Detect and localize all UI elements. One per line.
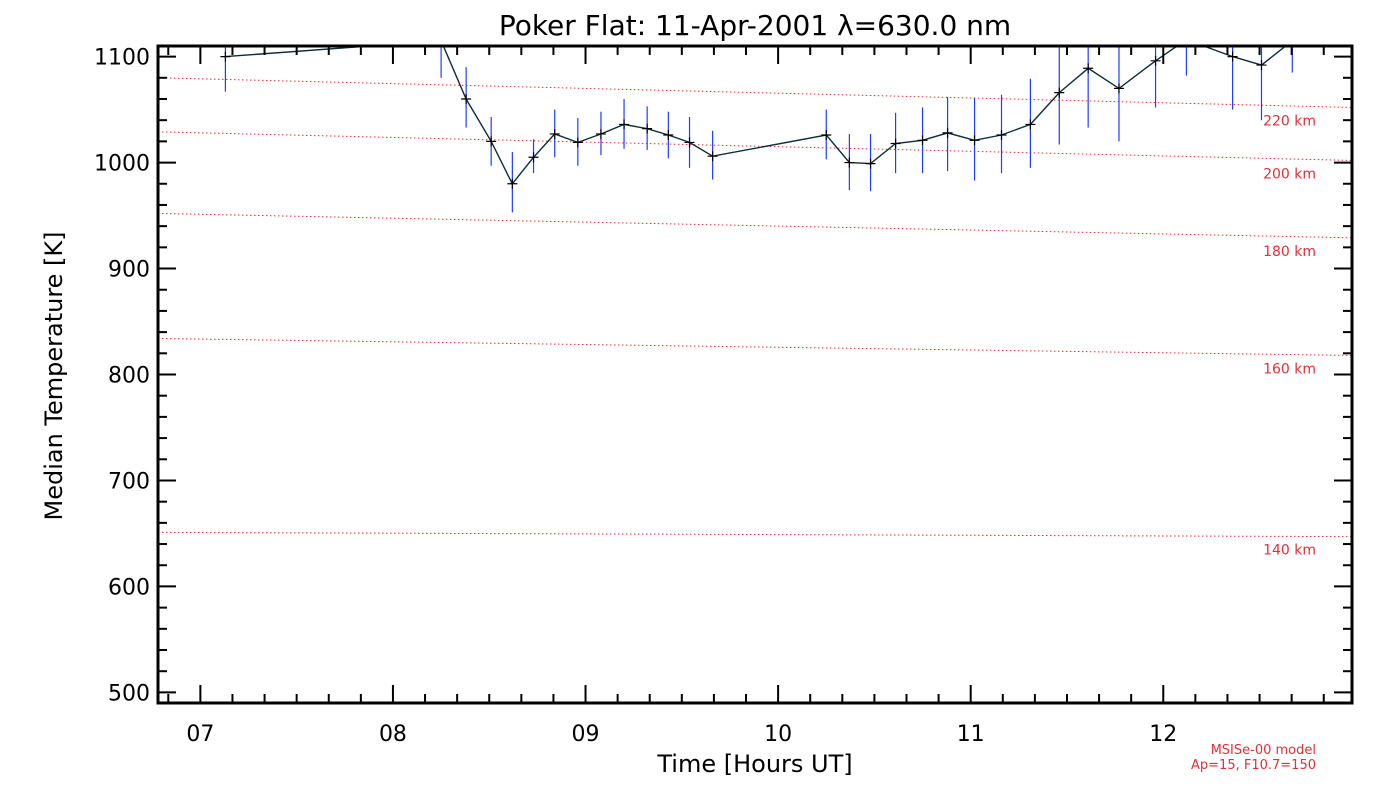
data-point	[528, 152, 539, 163]
x-tick-label: 07	[186, 722, 214, 747]
data-point	[595, 128, 606, 139]
data-point	[1083, 63, 1094, 74]
x-tick-label: 12	[1149, 722, 1177, 747]
model-altitude-lines	[158, 77, 1352, 538]
data-point	[1113, 83, 1124, 94]
x-tick-label: 09	[572, 722, 600, 747]
model-line-label: 180 km	[1263, 244, 1316, 260]
data-point	[572, 137, 583, 148]
data-point	[486, 136, 497, 147]
data-point	[890, 138, 901, 149]
model-line-140-km	[158, 531, 1352, 538]
model-note-line: MSISe-00 model	[1211, 743, 1316, 758]
x-tick-label: 11	[957, 722, 985, 747]
data-point	[461, 93, 472, 104]
data-series	[220, 35, 1297, 189]
x-tick-label: 10	[764, 722, 792, 747]
x-tick-label: 08	[379, 722, 407, 747]
y-tick-label: 700	[108, 469, 150, 494]
y-tick-label: 500	[108, 681, 150, 706]
axis-tick-labels: 07 08 09 10 11 12 500 600 700 800 900 1000 1100	[94, 46, 1177, 747]
data-point	[507, 178, 518, 189]
data-point	[663, 130, 674, 141]
y-tick-label: 600	[108, 575, 150, 600]
axis-ticks	[158, 46, 1352, 703]
series-line	[225, 46, 1287, 186]
data-point	[1054, 87, 1065, 98]
data-point	[220, 51, 231, 62]
data-point	[821, 130, 832, 141]
y-tick-label: 1100	[94, 46, 150, 71]
model-note-line: Ap=15, F10.7=150	[1191, 758, 1316, 773]
data-point	[436, 36, 446, 46]
data-point	[1025, 119, 1036, 130]
chart-title: Poker Flat: 11-Apr-2001 λ=630.0 nm	[499, 9, 1011, 42]
data-point	[969, 135, 980, 146]
model-line-160-km	[158, 337, 1352, 356]
data-point	[1227, 51, 1238, 62]
model-line-label: 220 km	[1263, 113, 1316, 129]
data-point	[996, 130, 1007, 141]
model-line-label: 200 km	[1263, 166, 1316, 182]
data-point	[684, 137, 695, 148]
model-line-180-km	[158, 212, 1352, 239]
plot-axes	[156, 44, 1354, 705]
data-point	[619, 119, 630, 130]
y-tick-label: 800	[108, 364, 150, 389]
model-line-label: 140 km	[1263, 543, 1316, 559]
data-point	[1256, 60, 1267, 71]
y-tick-label: 900	[108, 258, 150, 283]
data-point	[942, 127, 953, 138]
data-point	[917, 135, 928, 146]
data-point	[1150, 55, 1161, 66]
y-axis-label: Median Temperature [K]	[40, 231, 68, 520]
model-altitude-labels: 140 km 160 km 180 km 200 km 220 km	[1263, 113, 1316, 558]
data-point	[707, 151, 718, 162]
model-line-label: 160 km	[1263, 361, 1316, 377]
data-point	[865, 158, 876, 169]
data-point	[844, 157, 855, 168]
data-point	[1287, 36, 1297, 46]
data-point	[1181, 35, 1191, 45]
y-tick-label: 1000	[94, 152, 150, 177]
model-line-220-km	[158, 77, 1352, 108]
model-line-200-km	[158, 131, 1352, 161]
plot-frame	[156, 44, 1354, 705]
x-axis-label: Time [Hours UT]	[656, 750, 852, 778]
data-point	[549, 128, 560, 139]
data-point	[642, 123, 653, 134]
